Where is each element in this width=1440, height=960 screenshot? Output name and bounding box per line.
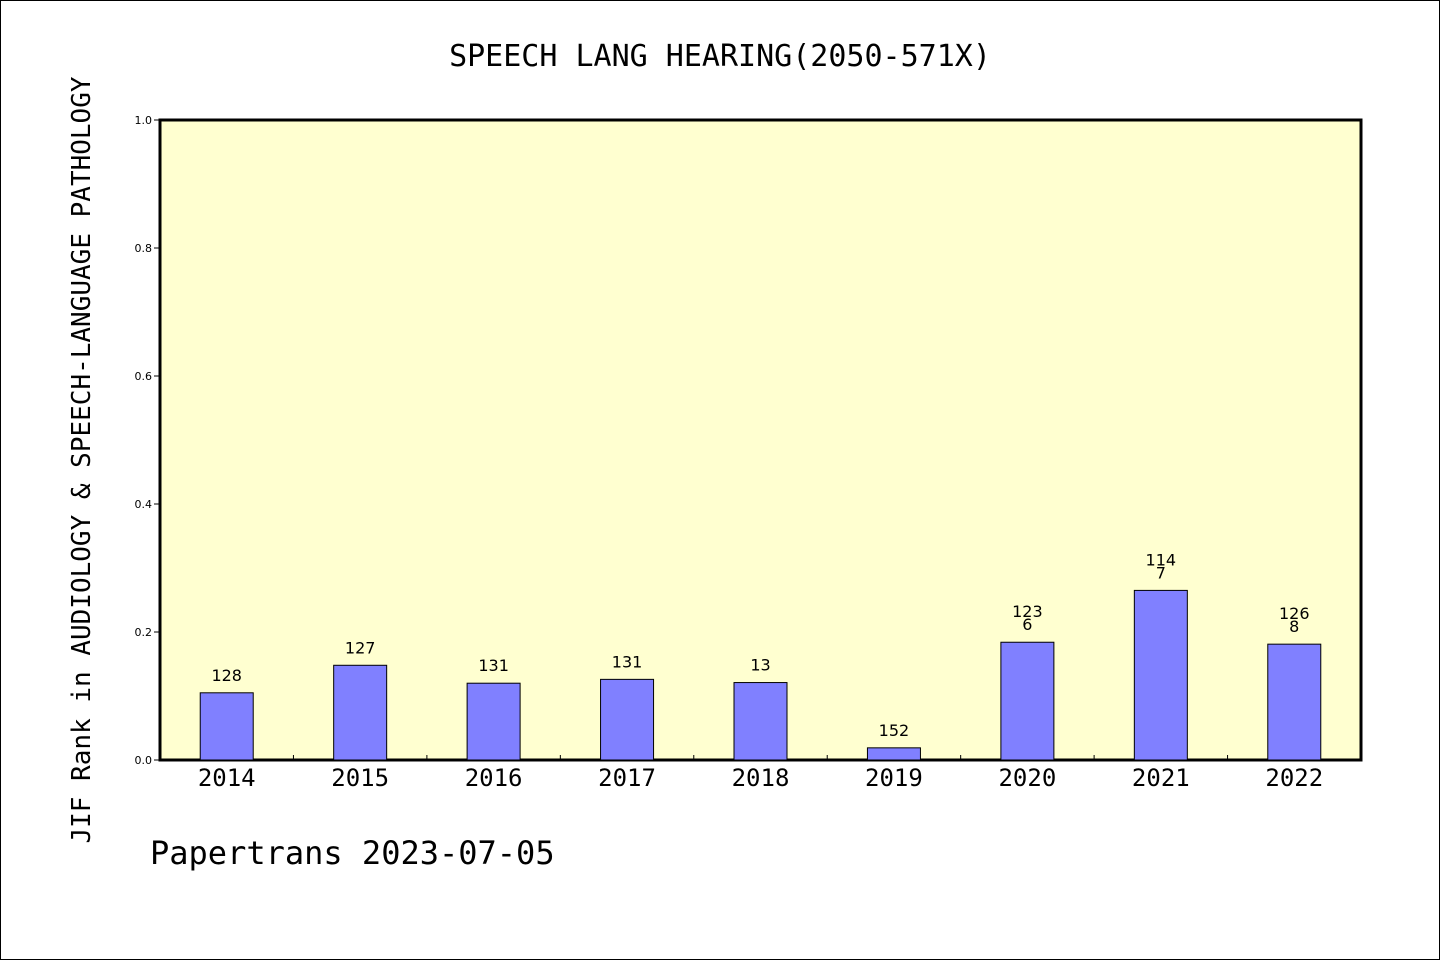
bar-2019 (866, 747, 921, 761)
bar-2015 (333, 664, 388, 761)
bar-data-label: 131 (478, 656, 509, 675)
chart-title: SPEECH LANG HEARING(2050-571X) (449, 39, 991, 74)
bar-2021 (1133, 589, 1188, 761)
x-tick-label: 2014 (198, 764, 256, 792)
x-tick-label: 2018 (732, 764, 790, 792)
y-tick-label: 0.4 (135, 498, 153, 511)
x-tick-label: 2019 (865, 764, 923, 792)
y-tick-label: 0.8 (135, 242, 153, 255)
bar-2016 (466, 682, 521, 761)
y-tick-label: 0.2 (135, 626, 153, 639)
y-axis-label: JIF Rank in AUDIOLOGY & SPEECH-LANGUAGE … (67, 76, 97, 843)
bar-2018 (733, 682, 788, 761)
x-axis-ticks: 2014 2015 2016 2017 2018 2019 2020 2021 2022 (198, 755, 1323, 792)
y-tick-label: 1.0 (135, 114, 153, 127)
x-tick-label: 2017 (598, 764, 656, 792)
bar-data-label: 114 (1146, 550, 1177, 569)
bar-2020 (1000, 641, 1055, 761)
bar-data-label: 152 (879, 721, 910, 740)
bar-data-label: 128 (211, 666, 242, 685)
x-tick-label: 2016 (465, 764, 523, 792)
bar-2022 (1267, 643, 1322, 761)
y-axis-ticks: 0.0 0.2 0.4 0.6 0.8 1.0 (135, 114, 160, 767)
bar-data-label: 131 (612, 652, 643, 671)
bar-data-label: 126 (1279, 604, 1310, 623)
watermark-text: Papertrans 2023-07-05 (150, 834, 555, 872)
bar-data-label: 7 (1156, 563, 1166, 582)
x-tick-label: 2021 (1132, 764, 1190, 792)
bar-data-label: 127 (345, 638, 376, 657)
bar-2014 (199, 692, 254, 761)
bar-data-label: 13 (750, 656, 770, 675)
y-tick-label: 0.0 (135, 754, 153, 767)
x-tick-label: 2020 (998, 764, 1056, 792)
x-tick-label: 2015 (331, 764, 389, 792)
x-tick-label: 2022 (1265, 764, 1323, 792)
y-tick-label: 0.6 (135, 370, 153, 383)
bar-data-label: 8 (1289, 617, 1299, 636)
bar-data-label: 123 (1012, 602, 1043, 621)
bar-data-label: 6 (1022, 615, 1032, 634)
bar-2017 (600, 678, 655, 761)
